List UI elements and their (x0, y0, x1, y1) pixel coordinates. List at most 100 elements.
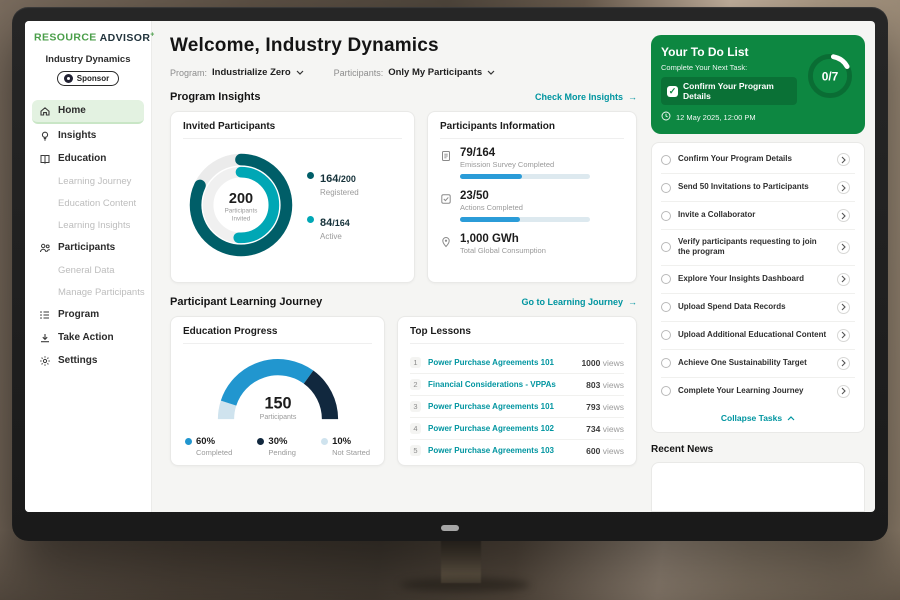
legend-dot (185, 438, 192, 445)
donut-center-value: 200 (229, 191, 253, 207)
task-row[interactable]: Achieve One Sustainability Target (661, 350, 855, 378)
task-row[interactable]: Upload Additional Educational Content (661, 322, 855, 350)
task-checkbox[interactable] (661, 274, 671, 285)
task-row[interactable]: Explore Your Insights Dashboard (661, 266, 855, 294)
chevron-right-icon[interactable] (837, 181, 850, 194)
book-icon (39, 153, 51, 165)
sidebar-item-participants[interactable]: Participants (32, 237, 144, 259)
sidebar-item-learning-journey[interactable]: Learning Journey (32, 171, 144, 192)
lesson-row[interactable]: 2 Financial Considerations - VPPAs 803 v… (410, 374, 624, 396)
task-row[interactable]: Invite a Collaborator (661, 202, 855, 230)
participants-information-card: Participants Information 79/164 Emission… (427, 111, 637, 283)
card-title: Invited Participants (183, 121, 402, 139)
todo-panel: Your To Do List Complete Your Next Task:… (649, 21, 875, 512)
sidebar-item-general-data[interactable]: General Data (32, 260, 144, 281)
views-suffix: views (602, 401, 624, 412)
sidebar-item-manage-participants[interactable]: Manage Participants (32, 282, 145, 303)
lesson-row[interactable]: 4 Power Purchase Agreements 102 734 view… (410, 418, 624, 440)
participants-dropdown[interactable]: Participants: Only My Participants (334, 67, 496, 78)
next-task-row[interactable]: ✓ Confirm Your Program Details (661, 77, 797, 105)
lesson-views: 600 views (586, 446, 624, 456)
card-title: Participants Information (440, 121, 624, 139)
main-content: Welcome, Industry Dynamics Program: Indu… (152, 21, 649, 512)
page-title: Welcome, Industry Dynamics (170, 35, 439, 56)
logo-plus: + (150, 31, 155, 38)
task-checkbox[interactable] (661, 330, 671, 341)
sidebar-nav: Home Insights Education Learning Journey… (32, 99, 145, 372)
program-label: Program: (170, 67, 208, 78)
sidebar-item-education[interactable]: Education (32, 148, 144, 170)
task-checkbox[interactable] (661, 302, 671, 313)
program-insights-header: Program Insights Check More Insights → (170, 91, 637, 103)
app-logo: RESOURCE ADVISOR+ (32, 31, 154, 44)
sponsor-badge[interactable]: Sponsor (56, 70, 120, 86)
lesson-link[interactable]: Power Purchase Agreements 101 (428, 358, 554, 367)
learning-journey-header: Participant Learning Journey Go to Learn… (170, 296, 637, 308)
info-row-consumption: 1,000 GWh Total Global Consumption (440, 233, 624, 255)
legend-value: 30% (268, 436, 288, 447)
chevron-right-icon[interactable] (837, 384, 850, 398)
sidebar-item-label: Learning Journey (58, 175, 132, 187)
program-dropdown[interactable]: Program: Industrialize Zero (170, 67, 304, 78)
lesson-link[interactable]: Power Purchase Agreements 102 (428, 424, 554, 433)
task-checkbox[interactable] (661, 182, 671, 193)
lesson-row[interactable]: 5 Power Purchase Agreements 103 600 view… (410, 440, 624, 461)
info-label: Actions Completed (460, 203, 523, 212)
chevron-right-icon[interactable] (837, 272, 850, 286)
sidebar-item-settings[interactable]: Settings (32, 350, 144, 372)
lesson-link[interactable]: Power Purchase Agreements 101 (428, 402, 554, 411)
legend-not-started: 10% Not Started (321, 436, 370, 457)
lesson-row[interactable]: 3 Power Purchase Agreements 101 793 view… (410, 396, 624, 418)
sidebar-item-program[interactable]: Program (32, 304, 144, 326)
chevron-right-icon[interactable] (837, 209, 850, 222)
education-progress-card: Education Progress 150 Participants 60% (170, 316, 385, 466)
lesson-link[interactable]: Financial Considerations - VPPAs (428, 380, 556, 389)
views-count: 803 (586, 379, 601, 390)
gauge-center-value: 150 (264, 394, 291, 412)
download-icon (39, 332, 51, 344)
checkbox-checked-icon[interactable]: ✓ (667, 85, 678, 97)
legend-suffix: /200 (338, 174, 356, 184)
lesson-rank: 5 (410, 445, 421, 456)
sidebar-item-label: Manage Participants (58, 286, 145, 298)
lesson-row[interactable]: 1 Power Purchase Agreements 101 1000 vie… (410, 352, 624, 374)
chevron-right-icon[interactable] (837, 300, 850, 314)
sidebar-item-insights[interactable]: Insights (32, 125, 144, 147)
lesson-rank: 2 (410, 379, 421, 390)
legend-label: Not Started (332, 448, 370, 457)
task-label: Explore Your Insights Dashboard (678, 274, 804, 284)
sidebar-item-education-content[interactable]: Education Content (32, 193, 144, 214)
todo-progress-ring: 0/7 (807, 53, 853, 99)
chevron-right-icon[interactable] (837, 356, 850, 370)
task-row[interactable]: Send 50 Invitations to Participants (661, 174, 855, 202)
lesson-rank: 4 (410, 423, 421, 434)
chevron-right-icon[interactable] (837, 153, 850, 166)
task-row[interactable]: Complete Your Learning Journey (661, 378, 855, 405)
donut-center-label: Invited (232, 215, 251, 222)
sidebar-item-take-action[interactable]: Take Action (32, 327, 144, 349)
task-checkbox[interactable] (661, 386, 671, 397)
task-checkbox[interactable] (661, 210, 671, 221)
task-row[interactable]: Verify participants requesting to join t… (661, 230, 855, 266)
task-row[interactable]: Confirm Your Program Details (661, 146, 855, 174)
task-checkbox[interactable] (661, 154, 671, 165)
chevron-right-icon[interactable] (837, 328, 850, 342)
sidebar-item-label: Take Action (58, 332, 114, 343)
task-row[interactable]: Upload Spend Data Records (661, 294, 855, 322)
go-to-learning-journey-link[interactable]: Go to Learning Journey → (521, 297, 637, 307)
check-more-insights-link[interactable]: Check More Insights → (535, 92, 637, 102)
task-checkbox[interactable] (661, 358, 671, 369)
sidebar-item-learning-insights[interactable]: Learning Insights (32, 215, 144, 236)
sidebar-item-home[interactable]: Home (32, 99, 144, 124)
task-label: Achieve One Sustainability Target (678, 358, 807, 368)
task-label: Send 50 Invitations to Participants (678, 182, 809, 192)
task-label: Upload Additional Educational Content (678, 330, 827, 340)
info-label: Emission Survey Completed (460, 160, 555, 169)
task-checkbox[interactable] (661, 242, 671, 253)
gear-icon (39, 355, 51, 367)
chevron-right-icon[interactable] (837, 240, 850, 254)
collapse-tasks-link[interactable]: Collapse Tasks (661, 405, 855, 430)
lesson-link[interactable]: Power Purchase Agreements 103 (428, 446, 554, 455)
gauge-legend: 60% Completed 30% Pending (183, 436, 372, 457)
sidebar-item-label: Participants (58, 242, 116, 253)
